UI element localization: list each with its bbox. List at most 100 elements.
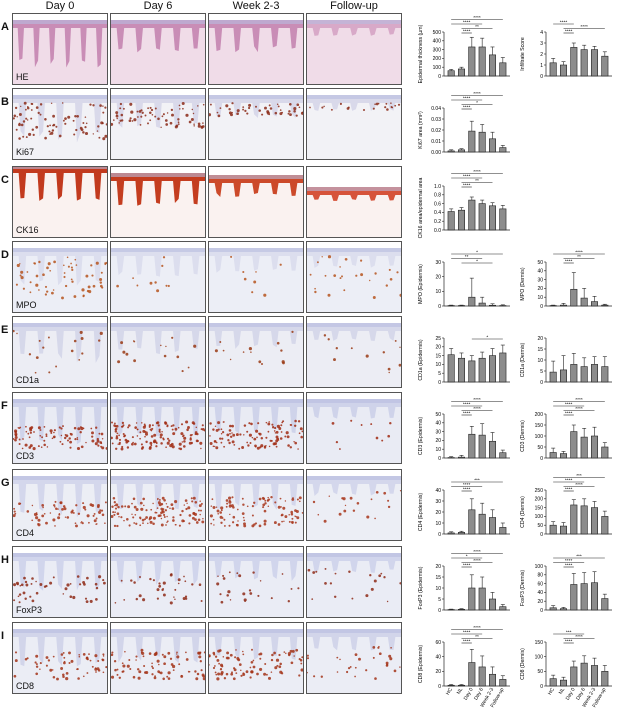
y-tick-label: 10	[537, 295, 543, 301]
bar-chart-g1: CD4 (Epidermis) 0 10 20 30 40 ***********	[418, 477, 510, 538]
histology-panel-foxp3-0: FoxP3	[12, 546, 108, 618]
y-tick-label: 0	[540, 304, 543, 310]
stain-label-ck16: CK16	[16, 225, 39, 235]
y-tick-label: 10	[537, 358, 543, 364]
y-tick-label: 150	[535, 505, 544, 511]
histology-image	[209, 393, 303, 463]
bar	[601, 671, 609, 687]
bar	[601, 366, 609, 383]
y-axis-label: Ki67 area (mm²)	[418, 111, 424, 149]
bar	[478, 357, 486, 383]
bar	[447, 532, 455, 535]
bar	[478, 513, 486, 535]
significance-label: ****	[575, 397, 583, 403]
bar-chart-a1: Epidermal thickness (µm) 0 100 200 300 400 500…	[418, 15, 510, 83]
row-letter-f: F	[1, 400, 8, 412]
histology-image	[111, 317, 205, 387]
y-tick-label: 20	[435, 510, 441, 516]
histology-panel-foxp3-1	[110, 546, 206, 618]
y-axis-label: CD3 (Dermis)	[520, 420, 526, 452]
column-header-day0: Day 0	[45, 0, 75, 12]
histology-panel-mpo-1	[110, 241, 206, 313]
bar	[468, 46, 476, 77]
bar	[549, 524, 557, 535]
y-tick-label: 0	[438, 456, 441, 462]
histology-image	[209, 623, 303, 693]
y-tick-label: 150	[535, 423, 544, 429]
significance-label: ****	[575, 249, 583, 255]
histology-panel-ki67-3	[306, 88, 402, 160]
bar	[580, 366, 588, 383]
significance-label: **	[577, 254, 581, 260]
histology-image	[307, 470, 401, 540]
histology-panel-ki67-1	[110, 88, 206, 160]
histology-image	[209, 14, 303, 84]
y-tick-label: 0.2	[434, 219, 441, 225]
y-tick-label: 30	[537, 277, 543, 283]
y-tick-label: 15	[435, 575, 441, 581]
significance-label: ****	[463, 638, 471, 644]
y-tick-label: 0	[438, 380, 441, 386]
significance-label: **	[475, 178, 479, 184]
histology-image	[13, 167, 107, 237]
y-tick-label: 200	[433, 56, 442, 62]
y-tick-label: 10	[435, 289, 441, 295]
bar	[457, 357, 466, 383]
significance-label: ****	[575, 406, 583, 412]
significance-label: ****	[473, 397, 481, 403]
histology-panel-ki67-2	[208, 88, 304, 160]
histology-panel-cd4-0: CD4	[12, 469, 108, 541]
stain-label-cd8: CD8	[16, 681, 35, 691]
y-tick-label: 500	[433, 30, 442, 36]
y-axis-label: CD1a (Epidermis)	[418, 339, 424, 380]
bar	[478, 131, 486, 153]
significance-label: ****	[463, 482, 471, 488]
histology-image	[111, 89, 205, 159]
significance-label: ****	[575, 482, 583, 488]
y-tick-label: 0.8	[434, 193, 441, 199]
bar	[457, 456, 466, 459]
y-tick-label: 20	[435, 564, 441, 570]
bar	[570, 47, 578, 77]
y-tick-label: 0.6	[434, 201, 441, 207]
bar	[590, 301, 599, 307]
significance-label: ****	[565, 558, 573, 564]
significance-label: ****	[565, 28, 573, 34]
histology-panel-cd4-3	[306, 469, 402, 541]
bar	[601, 516, 609, 535]
bar	[478, 587, 486, 611]
y-tick-label: 0.0	[434, 228, 441, 234]
stain-label-cd1a: CD1a	[16, 375, 40, 385]
bar	[580, 583, 588, 611]
bar	[478, 666, 486, 687]
significance-label: ***	[576, 473, 582, 479]
histology-panel-ki67-0: Ki67	[12, 88, 108, 160]
y-tick-label: 50	[537, 669, 543, 675]
histology-image	[307, 393, 401, 463]
y-axis-label: CD8 (Epidermis)	[418, 645, 424, 684]
x-tick-label: Day 0	[565, 687, 577, 702]
bar	[601, 446, 609, 459]
significance-label: ****	[473, 169, 481, 175]
significance-label: ****	[560, 19, 568, 25]
histology-panel-cd1a-1	[110, 316, 206, 388]
histology-panel-mpo-0: MPO	[12, 241, 108, 313]
histology-panel-cd8-3	[306, 622, 402, 694]
significance-label: *	[476, 249, 478, 255]
bar	[549, 607, 557, 611]
stain-label-cd3: CD3	[16, 451, 35, 461]
histology-panel-cd8-2	[208, 622, 304, 694]
significance-label: ****	[463, 95, 471, 101]
histology-image	[13, 547, 107, 617]
histology-image	[307, 14, 401, 84]
bar	[549, 62, 557, 77]
histology-panel-mpo-2	[208, 241, 304, 313]
y-tick-label: 60	[537, 581, 543, 587]
bar	[499, 527, 507, 535]
bar	[457, 68, 466, 77]
significance-label: ****	[473, 549, 481, 555]
y-tick-label: 20	[435, 274, 441, 280]
